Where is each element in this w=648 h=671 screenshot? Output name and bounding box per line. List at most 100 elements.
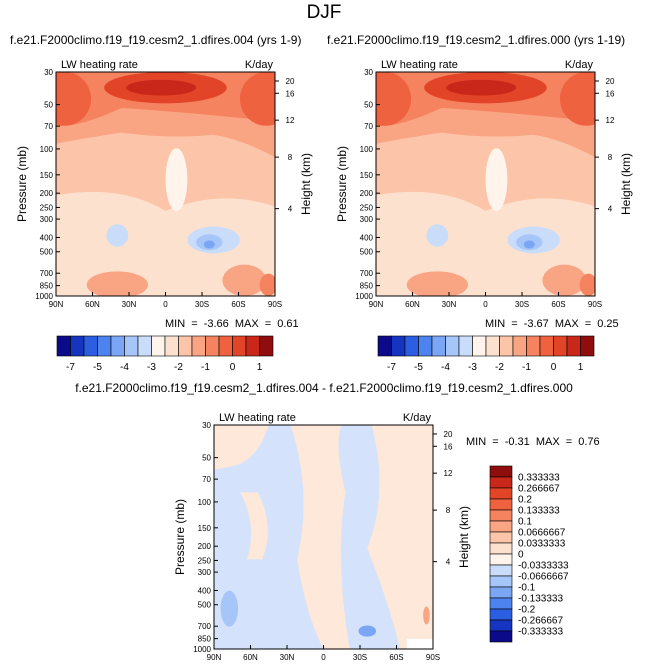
height-tick-label: 16 xyxy=(444,442,453,451)
y-tick-label: 50 xyxy=(364,101,373,110)
x-tick-label: 90S xyxy=(588,300,602,309)
colorbar-label: 1 xyxy=(578,362,584,373)
field-surface-right xyxy=(542,264,587,296)
field-left-max xyxy=(56,72,92,126)
field-trough xyxy=(165,148,188,211)
y-tick-label: 500 xyxy=(360,248,374,257)
x-tick-label: 60N xyxy=(85,300,100,309)
y-tick-label: 300 xyxy=(40,215,54,224)
y-tick-label: 850 xyxy=(198,635,212,644)
y-tick-label: 850 xyxy=(40,282,54,291)
x-tick-label: 30N xyxy=(442,300,457,309)
field-trough xyxy=(485,148,508,211)
y-tick-label: 200 xyxy=(360,189,374,198)
height-tick-label: 20 xyxy=(286,77,295,86)
y-tick-label: 1000 xyxy=(35,292,53,301)
colorbar-label: -2 xyxy=(495,362,504,373)
y-tick-label: 1000 xyxy=(355,292,373,301)
field-p1 xyxy=(56,72,275,296)
y2-axis-label: Height (km) xyxy=(619,153,633,215)
field-surface-edge xyxy=(259,273,275,296)
colorbar-diff-box xyxy=(489,476,513,489)
field-surface-edge xyxy=(579,273,595,296)
colorbar-label: -5 xyxy=(93,362,102,373)
colorbar-diff-label: 0.266667 xyxy=(518,484,560,495)
x-tick-label: 90S xyxy=(268,300,282,309)
y-tick-label: 400 xyxy=(40,233,54,242)
colorbar-diff-label: -0.266667 xyxy=(518,616,563,627)
colorbar-diff-label: 0.133333 xyxy=(518,506,560,517)
height-tick-label: 12 xyxy=(286,116,295,125)
field-missing xyxy=(406,638,433,649)
height-tick-label: 16 xyxy=(606,89,615,98)
panel-3-title: f.e21.F2000climo.f19_f19.cesm2_1.dfires.… xyxy=(75,381,573,395)
height-tick-label: 4 xyxy=(446,558,451,567)
field-p3 xyxy=(214,425,433,649)
field-low-left xyxy=(106,224,129,247)
x-tick-label: 90S xyxy=(426,653,440,662)
x-tick-label: 30N xyxy=(280,653,295,662)
colorbar-diff-box xyxy=(489,509,513,522)
height-tick-label: 20 xyxy=(444,430,453,439)
colorbar-diff-box xyxy=(489,542,513,555)
height-tick-label: 8 xyxy=(446,506,451,515)
x-tick-label: 30S xyxy=(195,300,209,309)
y-tick-label: 700 xyxy=(198,622,212,631)
left-label: LW heating rate xyxy=(61,59,138,71)
height-tick-label: 12 xyxy=(606,116,615,125)
field-left-warm xyxy=(240,492,268,560)
field-surface-left xyxy=(86,271,148,296)
field-surface-right xyxy=(222,264,267,296)
colorbar-diff-label: 0.2 xyxy=(518,495,532,506)
colorbar-diff-box xyxy=(489,465,513,478)
y-tick-label: 30 xyxy=(202,421,211,430)
colorbar-diff-label: -0.0333333 xyxy=(518,561,569,572)
right-label: K/day xyxy=(245,59,274,71)
colorbar-diff-label: 0.333333 xyxy=(518,473,560,484)
colorbar-diff-box xyxy=(489,553,513,566)
colorbar-label: -1 xyxy=(522,362,531,373)
y-tick-label: 300 xyxy=(198,568,212,577)
colorbar-label: 0 xyxy=(230,362,236,373)
field-p2 xyxy=(376,72,595,296)
height-tick-label: 20 xyxy=(606,77,615,86)
colorbar-box xyxy=(580,335,595,357)
y-tick-label: 400 xyxy=(360,233,374,242)
panel-1-title: f.e21.F2000climo.f19_f19.cesm2_1.dfires.… xyxy=(10,33,302,47)
y-tick-label: 70 xyxy=(44,122,53,131)
field-cool-2 xyxy=(358,625,377,637)
x-tick-label: 60S xyxy=(231,300,245,309)
y-tick-label: 200 xyxy=(198,542,212,551)
field-top-core xyxy=(446,79,517,96)
colorbar-label: -3 xyxy=(468,362,477,373)
left-label: LW heating rate xyxy=(381,59,458,71)
colorbar-diff-box xyxy=(489,487,513,500)
y-tick-label: 70 xyxy=(364,122,373,131)
field-right-max xyxy=(239,72,275,126)
height-tick-label: 4 xyxy=(288,205,293,214)
y-tick-label: 700 xyxy=(360,269,374,278)
colorbar-diff-box xyxy=(489,586,513,599)
colorbar-label: -7 xyxy=(66,362,75,373)
field-lower xyxy=(56,191,275,296)
colorbar-diff-box xyxy=(489,498,513,511)
left-label: LW heating rate xyxy=(219,412,296,424)
x-tick-label: 30S xyxy=(515,300,529,309)
y-tick-label: 150 xyxy=(198,524,212,533)
colorbar-diff-label: -0.333333 xyxy=(518,627,563,638)
y-tick-label: 150 xyxy=(360,171,374,180)
x-tick-label: 30S xyxy=(353,653,367,662)
field-center-warm xyxy=(290,425,350,649)
colorbar-diff-box xyxy=(489,564,513,577)
x-tick-label: 0 xyxy=(163,300,168,309)
y-tick-label: 250 xyxy=(40,203,54,212)
panel-1-stats: MIN = -3.66 MAX = 0.61 xyxy=(165,318,299,330)
height-tick-label: 12 xyxy=(444,469,453,478)
field-min xyxy=(203,240,215,249)
colorbar-label: -4 xyxy=(120,362,129,373)
x-tick-label: 90N xyxy=(49,300,64,309)
field-low-left xyxy=(426,224,449,247)
